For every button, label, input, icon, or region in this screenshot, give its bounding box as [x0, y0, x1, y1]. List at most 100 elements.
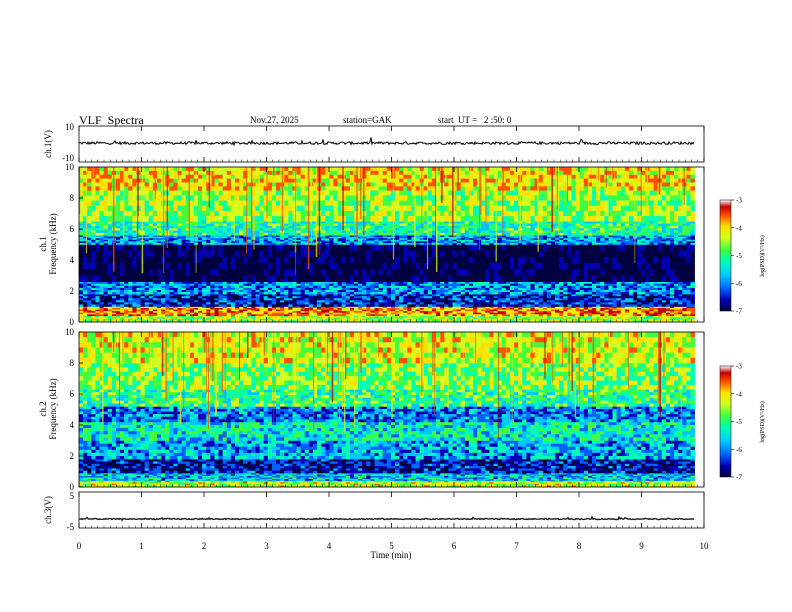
ch1-spectrogram-cell [292, 283, 297, 287]
ch1-spectrogram-cell [79, 239, 84, 242]
ch1-spectrogram-cell [596, 317, 601, 320]
ch1-spectrogram-cell [505, 239, 511, 242]
ch1-spectrogram-cell [637, 256, 642, 264]
ch1-spectrogram-cell [263, 235, 269, 238]
ch1-spectrogram-cell [485, 239, 490, 242]
ch1-spectrogram-cell [99, 320, 104, 323]
ch1-spectrogram-cell [608, 309, 613, 312]
ch1-spectrogram-cell [633, 300, 638, 303]
ch1-spectrogram-cell [111, 294, 117, 297]
ch1-spectrogram-cell [686, 304, 691, 307]
ch1-spectrogram-cell [448, 302, 453, 305]
ch1-spectrogram-cell [403, 256, 408, 264]
ch1-spectrogram-cell [99, 289, 104, 293]
ch1-spectrogram-cell [670, 315, 675, 318]
ch1-spectrogram-cell [489, 283, 494, 287]
ch1-spectrogram-cell [169, 306, 174, 309]
ch1-spectrogram-cell [657, 275, 663, 282]
ch1-spectrogram-cell [132, 320, 137, 323]
ch1-spectrogram-cell [226, 311, 232, 313]
ch1-spectrogram-cell [165, 298, 170, 301]
ch1-spectrogram-cell [103, 244, 109, 251]
ch1-spectrogram-cell [288, 287, 293, 291]
ch1-spectrogram-cell [308, 309, 314, 312]
ch1-spectrogram-cell [468, 300, 474, 303]
ch1-spectrogram-cell [493, 269, 498, 276]
ch1-spectrogram-cell [91, 311, 96, 313]
ch1-spectrogram-cell [653, 289, 658, 293]
ch1-spectrogram-cell [399, 236, 404, 239]
ch1-spectrogram-cell [468, 287, 474, 291]
ch1-spectrogram-cell [296, 235, 301, 238]
ch1-spectrogram-cell [263, 287, 269, 291]
ch1-spectrogram-cell [181, 235, 186, 238]
ch1-spectrogram-cell [518, 320, 523, 323]
ch1-spectrogram-cell [452, 298, 457, 301]
ch1-spectrogram-cell [567, 283, 572, 287]
ch1-spectrogram-cell [189, 300, 195, 303]
ch1-spectrogram-cell [665, 236, 671, 239]
ch1-spectrogram-cell [628, 239, 634, 242]
ch1-spectrogram-cell [583, 294, 589, 297]
ch1-spectrogram-cell [239, 238, 244, 241]
ch1-spectrogram-cell [649, 298, 654, 301]
ch1-spectrogram-cell [386, 283, 392, 287]
ch1-spectrogram-cell [99, 298, 104, 301]
ch1-spectrogram-cell [284, 315, 289, 318]
ch1-spectrogram-cell [686, 281, 691, 285]
ch1-spectrogram-cell [259, 312, 264, 315]
ch1-spectrogram-cell [124, 294, 129, 297]
ch1-spectrogram-cell [222, 292, 228, 295]
ch1-spectrogram-cell [329, 314, 334, 317]
ch1-spectrogram-cell [132, 312, 137, 315]
ch1-spectrogram-cell [550, 275, 556, 282]
ch1-spectrogram-cell [407, 296, 412, 299]
ch1-spectrogram-cell [152, 239, 158, 242]
ch1-spectrogram-cell [169, 238, 174, 241]
ch1-spectrogram-cell [156, 294, 162, 297]
ch1-spectrogram-cell [423, 292, 429, 295]
ch1-spectrogram-cell [604, 269, 609, 276]
ch1-spectrogram-cell [312, 236, 318, 239]
ch1-spectrogram-cell [407, 298, 412, 301]
ch1-spectrogram-cell [645, 309, 650, 312]
ch1-spectrogram-cell [189, 296, 195, 299]
ch1-spectrogram-cell [686, 312, 691, 315]
ch1-spectrogram-cell [300, 315, 306, 318]
ch1-spectrogram-cell [567, 244, 572, 251]
ch1-spectrogram-cell [91, 296, 96, 299]
ch1-spectrogram-cell [665, 312, 671, 315]
ch1-spectrogram-cell [563, 235, 568, 238]
ch1-spectrogram-cell [165, 269, 170, 276]
ch1-spectrogram-cell [637, 289, 642, 293]
ch1-spectrogram-cell [399, 263, 404, 270]
ch1-spectrogram-cell [690, 306, 695, 309]
ch1-spectrogram-cell [657, 289, 663, 293]
ch1-spectrogram-cell [399, 289, 404, 293]
ch1-spectrogram-cell [230, 302, 236, 305]
ch1-spectrogram-cell [267, 275, 273, 282]
ch1-spectrogram-cell [460, 294, 466, 297]
ch1-spectrogram-cell [255, 285, 260, 289]
ch1-spectrogram-cell [399, 244, 404, 251]
ch1-spectrogram-cell [489, 312, 494, 315]
ch1-spectrogram-cell [280, 281, 285, 285]
ch1-spectrogram-cell [436, 306, 441, 309]
ch1-spectrogram-cell [526, 308, 531, 310]
ch1-spectrogram-cell [292, 302, 297, 305]
ch1-spectrogram-cell [255, 287, 260, 291]
ch1-spectrogram-cell [628, 244, 634, 251]
ch1-spectrogram-cell [546, 308, 552, 310]
ch1-spectrogram-cell [653, 281, 658, 285]
ch1-spectrogram-cell [366, 281, 371, 285]
ch1-spectrogram-cell [259, 256, 264, 264]
ch1-spectrogram-cell [148, 306, 154, 309]
ch1-spectrogram-cell [284, 304, 289, 307]
ch1-spectrogram-cell [596, 302, 601, 305]
ch1-spectrogram-cell [358, 235, 363, 238]
ch1-spectrogram-cell [284, 256, 289, 264]
ch1-spectrogram-cell [349, 317, 355, 320]
ch1-spectrogram-cell [95, 250, 100, 258]
ch1-spectrogram-cell [645, 308, 650, 310]
ch1-spectrogram-cell [91, 315, 96, 318]
